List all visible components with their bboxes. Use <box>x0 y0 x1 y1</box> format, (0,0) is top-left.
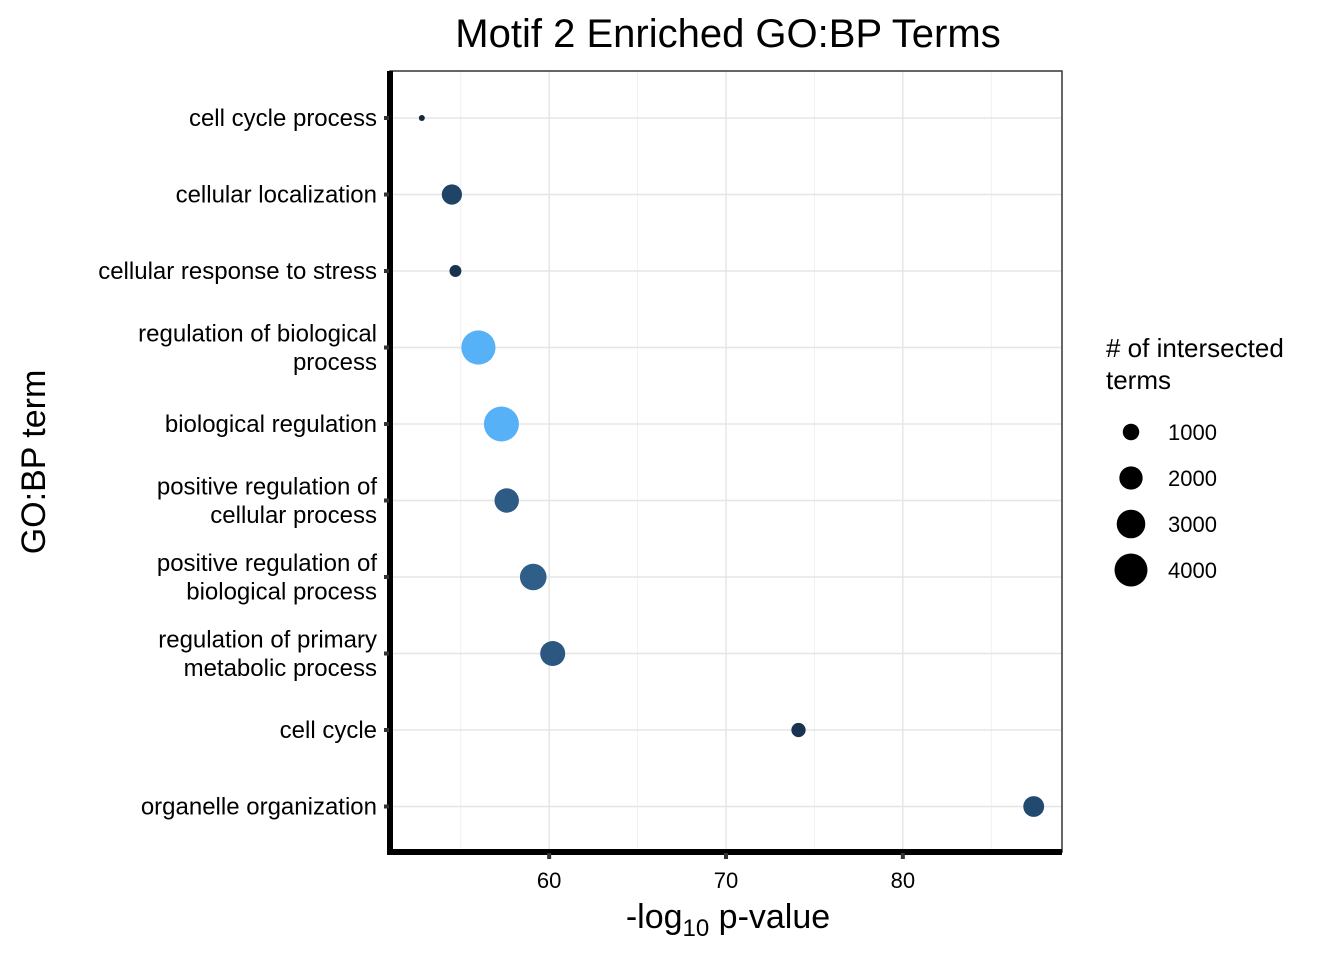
x-axis-title-subscript: 10 <box>683 915 710 942</box>
x-tick-label: 80 <box>891 868 915 893</box>
y-tick-label: regulation of primary metabolic process <box>158 626 377 682</box>
legend-key-circle <box>1116 509 1146 539</box>
x-axis-title-rest: p-value <box>709 898 830 936</box>
y-tick-label: biological regulation <box>165 411 377 438</box>
x-axis-ticks: 60 70 80 <box>537 853 915 893</box>
data-point <box>519 563 547 591</box>
legend-entry-label: 1000 <box>1168 420 1217 445</box>
y-tick-label-line: regulation of primary <box>158 626 377 653</box>
y-tick-label-line: cell cycle <box>280 717 377 744</box>
y-tick-label-line: positive regulation of <box>157 473 377 500</box>
data-point <box>540 640 566 667</box>
y-tick-label-line: regulation of biological <box>138 320 377 347</box>
legend-title: terms <box>1106 365 1171 395</box>
legend-key-circle <box>1122 423 1140 441</box>
data-point <box>791 722 806 738</box>
x-tick-label: 70 <box>714 868 738 893</box>
y-tick-label-line: biological regulation <box>165 411 377 438</box>
x-axis-title: -log10 p-value <box>626 898 830 942</box>
y-tick-label: positive regulation of biological process <box>157 550 377 606</box>
data-points <box>418 115 1045 817</box>
data-point <box>483 406 519 442</box>
chart-title: Motif 2 Enriched GO:BP Terms <box>455 12 1000 56</box>
data-point <box>1023 796 1045 817</box>
legend: # of intersected terms 1000 2000 3000 4000 <box>1106 333 1284 587</box>
y-tick-label-line: cellular localization <box>176 182 377 209</box>
y-axis-title: GO:BP term <box>15 370 53 555</box>
y-tick-label: cellular localization <box>176 182 377 209</box>
data-point <box>461 330 496 365</box>
x-tick-label: 60 <box>537 868 561 893</box>
y-tick-label-line: process <box>293 349 377 376</box>
legend-entry-label: 3000 <box>1168 512 1217 537</box>
legend-key-circle <box>1119 466 1143 490</box>
legend-entry-label: 4000 <box>1168 558 1217 583</box>
x-axis-title-main: -log <box>626 898 683 936</box>
data-point <box>494 488 519 513</box>
data-point <box>449 265 462 277</box>
y-tick-label: positive regulation of cellular process <box>157 473 377 529</box>
y-tick-label-line: cellular process <box>210 502 377 529</box>
y-tick-label-line: organelle organization <box>141 794 377 821</box>
y-tick-label: cell cycle process <box>189 105 377 132</box>
y-tick-label-line: metabolic process <box>184 655 377 682</box>
legend-key-circle <box>1114 553 1148 587</box>
legend-title: # of intersected <box>1106 333 1284 363</box>
y-tick-label-line: biological process <box>186 578 377 605</box>
y-tick-label: organelle organization <box>141 794 377 821</box>
data-point <box>418 115 425 121</box>
y-tick-label-line: cellular response to stress <box>98 258 377 285</box>
data-point <box>441 184 462 205</box>
grid <box>390 71 1062 852</box>
y-tick-label: cellular response to stress <box>98 258 377 285</box>
y-tick-label: regulation of biological process <box>138 320 377 376</box>
y-tick-label-line: cell cycle process <box>189 105 377 132</box>
y-tick-label: cell cycle <box>280 717 377 744</box>
y-tick-label-line: positive regulation of <box>157 550 377 577</box>
legend-entry-label: 2000 <box>1168 466 1217 491</box>
y-axis-ticks: cell cycle process cellular localization c… <box>98 105 389 821</box>
